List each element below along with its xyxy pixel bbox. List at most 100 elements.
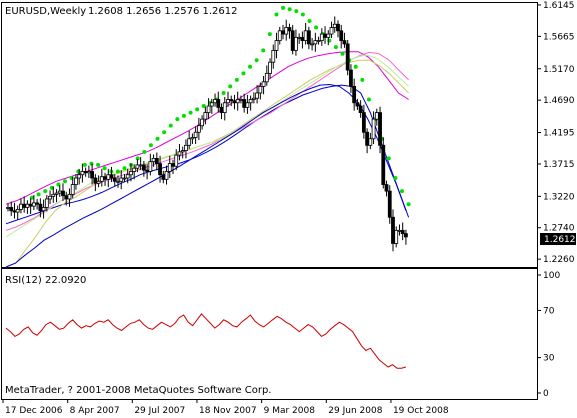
candle-body bbox=[119, 177, 124, 182]
candle-body bbox=[106, 174, 111, 180]
candle-body bbox=[239, 99, 243, 101]
candle-body bbox=[400, 229, 405, 235]
ma-line-4 bbox=[5, 59, 409, 268]
sar-dot bbox=[386, 156, 391, 161]
candle-body bbox=[332, 23, 337, 28]
sar-dot bbox=[175, 117, 180, 122]
candle-body bbox=[77, 174, 82, 179]
sar-dot bbox=[115, 169, 120, 174]
candle-body bbox=[323, 33, 327, 38]
sar-dot bbox=[261, 48, 266, 53]
rsi-polyline bbox=[5, 313, 407, 369]
candle-body bbox=[374, 112, 379, 120]
candle-body bbox=[277, 30, 282, 42]
sar-dot bbox=[142, 149, 147, 154]
time-tick-label: 17 Dec 2006 bbox=[5, 406, 63, 416]
candle-body bbox=[193, 131, 198, 138]
sar-dot bbox=[135, 156, 140, 161]
time-tick-label: 9 Mar 2008 bbox=[264, 406, 316, 416]
candle-body bbox=[171, 163, 175, 167]
price-tick-label: 1.5665 bbox=[543, 32, 575, 42]
candle-body bbox=[226, 99, 230, 104]
rsi-tick-label: 70 bbox=[543, 306, 555, 316]
candle-body bbox=[135, 164, 140, 169]
price-tick-label: 1.3220 bbox=[543, 192, 575, 202]
candle-body bbox=[261, 81, 266, 87]
ma-line-6 bbox=[5, 83, 407, 268]
current-price-tag bbox=[540, 233, 576, 245]
candle-body bbox=[103, 176, 107, 180]
time-tick-label: 18 Nov 2007 bbox=[199, 406, 257, 416]
rsi-label: RSI(12) 22.0920 bbox=[5, 275, 86, 286]
sar-dot bbox=[294, 9, 299, 14]
sar-dot bbox=[36, 192, 41, 197]
candle-body bbox=[19, 203, 23, 210]
candle-body bbox=[371, 118, 376, 140]
candle-body bbox=[90, 171, 95, 179]
sar-dot bbox=[63, 179, 68, 184]
sar-dot bbox=[201, 104, 206, 109]
candle-body bbox=[297, 36, 302, 39]
rsi-tick-label: 100 bbox=[543, 271, 560, 281]
ohlc-label: 1.2608 1.2656 1.2576 1.2612 bbox=[88, 6, 238, 17]
sar-dot bbox=[102, 166, 107, 171]
candle-body bbox=[116, 180, 120, 183]
sar-dot bbox=[181, 113, 186, 118]
candle-body bbox=[151, 157, 156, 163]
candle-body bbox=[57, 190, 62, 194]
candle-body bbox=[345, 43, 350, 71]
sar-dot bbox=[307, 18, 312, 23]
sar-dot bbox=[89, 161, 94, 166]
candle-body bbox=[316, 40, 321, 43]
candle-body bbox=[67, 193, 72, 200]
candle-body bbox=[61, 190, 65, 197]
candle-body bbox=[352, 86, 357, 104]
candle-body bbox=[112, 177, 117, 182]
candle-body bbox=[145, 169, 150, 172]
candle-body bbox=[164, 171, 169, 180]
sar-dot bbox=[399, 189, 404, 194]
sar-dot bbox=[188, 110, 193, 115]
moving-averages bbox=[5, 51, 410, 268]
candle-body bbox=[397, 229, 402, 232]
sar-dot bbox=[333, 45, 338, 50]
candle-body bbox=[303, 30, 308, 42]
candle-body bbox=[31, 202, 36, 207]
sar-dot bbox=[195, 107, 200, 112]
candle-body bbox=[387, 190, 392, 218]
time-tick-label: 29 Jun 2008 bbox=[328, 406, 382, 416]
sar-dot bbox=[274, 12, 279, 17]
sar-dot bbox=[366, 97, 371, 102]
candlesticks bbox=[6, 16, 408, 252]
ma-line-1 bbox=[5, 84, 410, 225]
candle-body bbox=[365, 131, 370, 146]
sar-dot bbox=[221, 90, 226, 95]
sar-dot bbox=[360, 77, 365, 82]
candle-body bbox=[232, 100, 237, 104]
candle-body bbox=[264, 72, 269, 83]
candle-body bbox=[51, 193, 56, 197]
candle-body bbox=[251, 97, 256, 100]
sar-dot bbox=[393, 176, 398, 181]
candle-body bbox=[404, 233, 408, 238]
candle-body bbox=[229, 99, 234, 102]
candle-body bbox=[290, 30, 295, 51]
price-tick-label: 1.3715 bbox=[543, 160, 575, 170]
candle-body bbox=[22, 203, 27, 208]
time-tick-label: 8 Apr 2007 bbox=[70, 406, 120, 416]
candle-body bbox=[206, 105, 211, 113]
rsi-tick-label: 0 bbox=[543, 389, 549, 399]
candle-body bbox=[258, 86, 263, 94]
candle-body bbox=[394, 229, 399, 244]
sar-dot bbox=[254, 58, 259, 63]
candle-body bbox=[80, 171, 85, 176]
candle-body bbox=[138, 164, 143, 167]
copyright-label: MetaTrader, ? 2001-2008 MetaQuotes Softw… bbox=[5, 385, 271, 396]
candle-body bbox=[35, 202, 40, 205]
sar-dot bbox=[168, 123, 173, 128]
sar-dot bbox=[228, 84, 233, 89]
rsi-axis: 100 70 30 0 bbox=[537, 271, 560, 399]
sar-dot bbox=[122, 166, 127, 171]
candle-body bbox=[349, 69, 353, 87]
price-tick-label: 1.2260 bbox=[543, 255, 575, 265]
